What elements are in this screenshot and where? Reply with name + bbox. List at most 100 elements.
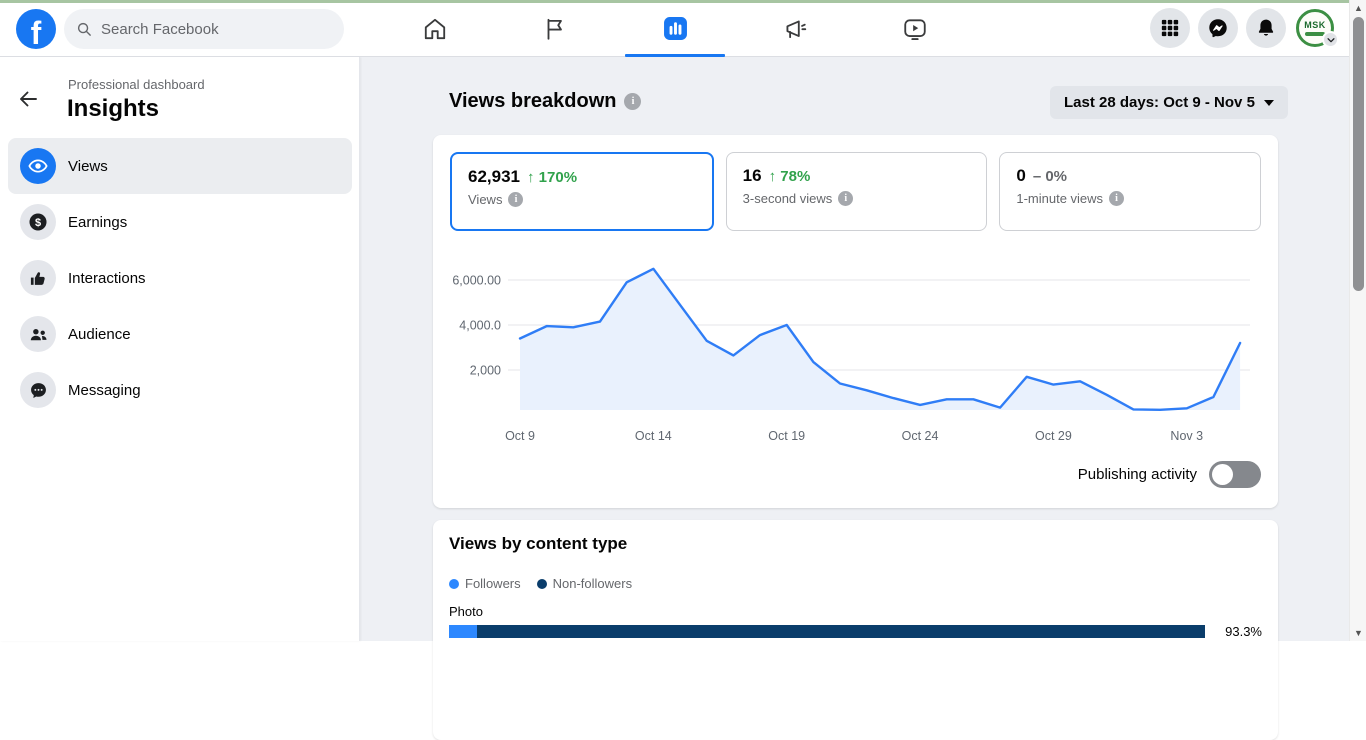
facebook-logo[interactable]: f bbox=[16, 9, 56, 49]
scrollbar-thumb[interactable] bbox=[1353, 17, 1364, 291]
svg-text:Oct 29: Oct 29 bbox=[1035, 429, 1072, 443]
back-button[interactable] bbox=[14, 85, 42, 113]
sidebar-item-views[interactable]: Views bbox=[8, 138, 352, 194]
tab-pages[interactable] bbox=[495, 0, 615, 57]
sidebar-item-label: Messaging bbox=[68, 381, 141, 399]
scrollbar-up-arrow[interactable]: ▲ bbox=[1354, 3, 1363, 13]
main-content: Views breakdown Last 28 days: Oct 9 - No… bbox=[360, 57, 1349, 740]
caret-down-icon bbox=[1263, 99, 1274, 106]
notifications-button[interactable] bbox=[1246, 8, 1286, 48]
megaphone-icon bbox=[786, 19, 807, 38]
browser-scrollbar[interactable]: ▲ ▼ bbox=[1349, 0, 1366, 641]
bar-segment-non-followers bbox=[476, 625, 1205, 638]
toggle-knob bbox=[1212, 464, 1233, 485]
bar-percentage: 93.3% bbox=[1225, 624, 1262, 639]
info-icon[interactable] bbox=[1109, 191, 1125, 206]
profile-avatar[interactable]: MSK bbox=[1296, 9, 1334, 47]
avatar-label: MSK bbox=[1304, 20, 1326, 30]
info-icon[interactable] bbox=[508, 192, 524, 207]
sidebar-title: Insights bbox=[67, 95, 160, 122]
content-type-bar-row: 93.3% bbox=[449, 624, 1262, 639]
svg-text:Oct 19: Oct 19 bbox=[768, 429, 805, 443]
thumbs-up-icon bbox=[20, 260, 56, 296]
stat-card-3-second-views[interactable]: 16 ↑ 78% 3-second views bbox=[725, 152, 988, 231]
toggle-label: Publishing activity bbox=[1077, 466, 1197, 483]
sidebar-item-label: Earnings bbox=[68, 213, 128, 231]
tab-ads[interactable] bbox=[735, 0, 855, 57]
top-navigation-bar: f bbox=[0, 0, 1349, 57]
legend-label: Non-followers bbox=[552, 576, 633, 591]
svg-text:4,000.0: 4,000.0 bbox=[459, 319, 501, 333]
svg-text:Nov 3: Nov 3 bbox=[1170, 429, 1203, 443]
sidebar-item-label: Views bbox=[68, 157, 108, 175]
stat-label: 3-second views bbox=[742, 191, 833, 206]
info-icon[interactable] bbox=[624, 93, 642, 110]
sidebar-eyebrow: Professional dashboard bbox=[68, 77, 205, 92]
stat-value: 16 bbox=[742, 166, 762, 185]
search-input[interactable] bbox=[101, 20, 321, 38]
sidebar-item-messaging[interactable]: Messaging bbox=[8, 362, 352, 418]
followers-dot bbox=[449, 578, 459, 589]
video-play-icon bbox=[904, 18, 926, 40]
sidebar-item-audience[interactable]: Audience bbox=[8, 306, 352, 362]
flag-icon bbox=[547, 18, 562, 40]
bar-segment-followers bbox=[449, 625, 477, 638]
publishing-activity-toggle[interactable] bbox=[1209, 461, 1261, 488]
search-icon bbox=[77, 22, 91, 36]
insights-sidebar: Professional dashboard Insights Views $ … bbox=[0, 57, 360, 641]
stat-cards-row: 62,931 ↑ 170% Views 16 ↑ 78% 3-second vi… bbox=[450, 152, 1262, 231]
stat-card-1-minute-views[interactable]: 0 – 0% 1-minute views bbox=[999, 152, 1262, 231]
chart-legend: Followers Non-followers bbox=[449, 576, 632, 591]
svg-text:2,000: 2,000 bbox=[470, 364, 501, 378]
tab-video[interactable] bbox=[855, 0, 975, 57]
info-icon[interactable] bbox=[838, 191, 854, 206]
dollar-icon: $ bbox=[20, 204, 56, 240]
sidebar-item-label: Audience bbox=[68, 325, 131, 343]
non-followers-dot bbox=[536, 578, 547, 589]
publishing-activity-row: Publishing activity bbox=[1078, 461, 1261, 488]
eye-icon bbox=[20, 148, 56, 184]
chevron-down-icon bbox=[1326, 37, 1335, 42]
messenger-icon bbox=[1209, 19, 1227, 38]
content-type-row-label: Photo bbox=[449, 604, 483, 619]
arrow-left-icon bbox=[20, 91, 37, 107]
sidebar-item-interactions[interactable]: Interactions bbox=[8, 250, 352, 306]
legend-item-non-followers: Non-followers bbox=[536, 576, 633, 591]
bell-icon bbox=[1258, 19, 1274, 36]
sidebar-item-earnings[interactable]: $ Earnings bbox=[8, 194, 352, 250]
stacked-bar bbox=[449, 625, 1205, 638]
nav-tabs bbox=[375, 0, 975, 57]
legend-item-followers: Followers bbox=[449, 576, 521, 591]
sidebar-item-label: Interactions bbox=[68, 269, 146, 287]
stat-label: 1-minute views bbox=[1016, 191, 1104, 206]
messenger-button[interactable] bbox=[1198, 8, 1238, 48]
browser-top-strip bbox=[0, 0, 1349, 3]
apps-menu-button[interactable] bbox=[1150, 8, 1190, 48]
tab-insights[interactable] bbox=[615, 0, 735, 57]
svg-text:Oct 9: Oct 9 bbox=[505, 429, 535, 443]
date-range-button[interactable]: Last 28 days: Oct 9 - Nov 5 bbox=[1050, 86, 1288, 119]
legend-label: Followers bbox=[465, 576, 521, 591]
stat-delta: ↑ 170% bbox=[527, 169, 578, 186]
stat-delta: ↑ 78% bbox=[768, 168, 811, 185]
svg-text:Oct 24: Oct 24 bbox=[902, 429, 939, 443]
stat-value: 62,931 bbox=[468, 167, 520, 186]
svg-text:Oct 14: Oct 14 bbox=[635, 429, 672, 443]
tab-home[interactable] bbox=[375, 0, 495, 57]
grid-icon bbox=[1161, 19, 1179, 37]
scrollbar-down-arrow[interactable]: ▼ bbox=[1354, 628, 1363, 638]
account-menu-chevron[interactable] bbox=[1322, 31, 1339, 48]
section-title: Views by content type bbox=[449, 534, 628, 553]
page-title: Views breakdown bbox=[449, 90, 617, 112]
search-bar[interactable] bbox=[64, 9, 344, 49]
date-range-label: Last 28 days: Oct 9 - Nov 5 bbox=[1064, 94, 1255, 111]
people-icon bbox=[20, 316, 56, 352]
stat-label: Views bbox=[468, 192, 503, 207]
views-trend-chart: 2,000 4,000.0 6,000.00 Oct 9 Oct 14 Oct 19 Oct… bbox=[452, 267, 1250, 443]
stat-card-views[interactable]: 62,931 ↑ 170% Views bbox=[450, 152, 714, 231]
home-icon bbox=[424, 18, 446, 39]
avatar-banner bbox=[1305, 32, 1325, 36]
bar-chart-icon bbox=[663, 17, 687, 40]
views-by-content-type-card: Views by content type Followers Non-foll… bbox=[433, 520, 1278, 740]
svg-text:6,000.00: 6,000.00 bbox=[452, 274, 501, 288]
